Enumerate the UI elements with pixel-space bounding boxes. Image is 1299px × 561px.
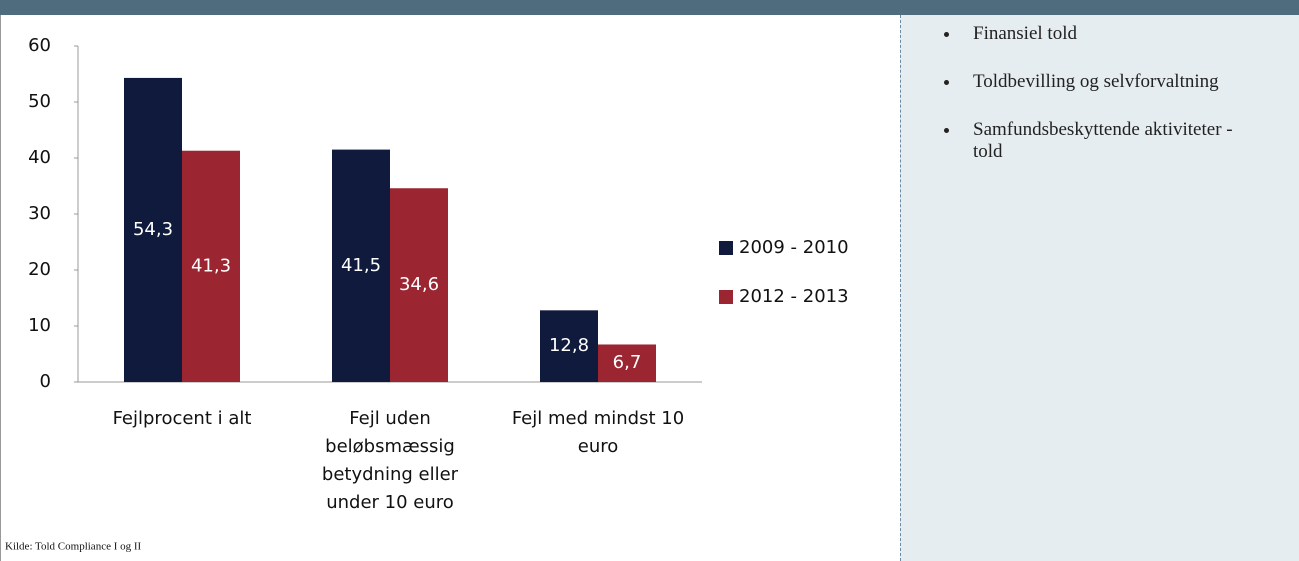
legend-swatch xyxy=(719,290,733,304)
y-tick-label: 30 xyxy=(28,203,51,224)
value-label: 54,3 xyxy=(133,219,173,240)
side-panel: Finansiel told Toldbevilling og selvforva… xyxy=(900,15,1299,561)
header-bar xyxy=(0,0,1299,15)
bar xyxy=(390,188,448,382)
value-label: 41,5 xyxy=(341,255,381,276)
bar xyxy=(540,310,598,382)
x-tick-label: Fejl med mindst 10 euro xyxy=(512,408,684,457)
source: Kilde: Told Compliance I og II xyxy=(5,541,142,553)
y-tick-label: 40 xyxy=(28,147,51,168)
bar xyxy=(598,344,656,382)
bar xyxy=(182,150,240,382)
legend-label: 2012 - 2013 xyxy=(739,286,849,307)
bullet-item: Samfundsbeskyttende aktiviteter - told xyxy=(961,119,1241,163)
legend-label: 2009 - 2010 xyxy=(739,237,849,258)
y-tick-label: 60 xyxy=(28,35,51,56)
value-label: 34,6 xyxy=(399,274,439,295)
y-tick-label: 50 xyxy=(28,91,51,112)
bullet-list: Finansiel told Toldbevilling og selvforva… xyxy=(901,23,1241,163)
value-label: 12,8 xyxy=(549,335,589,356)
bullet-item: Toldbevilling og selvforvaltning xyxy=(961,71,1241,93)
x-tick-label: Fejl uden beløbsmæssig betydning eller unde… xyxy=(322,408,459,513)
value-label: 41,3 xyxy=(191,255,231,276)
y-tick-label: 20 xyxy=(28,259,51,280)
bar xyxy=(124,77,182,383)
value-label: 6,7 xyxy=(613,352,642,373)
bar xyxy=(332,149,390,382)
chart: Kilde: Told Compliance I og II 0 10 20 30 40… xyxy=(0,15,849,561)
y-tick-label: 10 xyxy=(28,315,51,336)
x-tick-label: Fejlprocent i alt xyxy=(113,408,252,429)
y-tick-label: 0 xyxy=(40,371,51,392)
legend-swatch xyxy=(719,241,733,255)
bullet-item: Finansiel told xyxy=(961,23,1241,45)
